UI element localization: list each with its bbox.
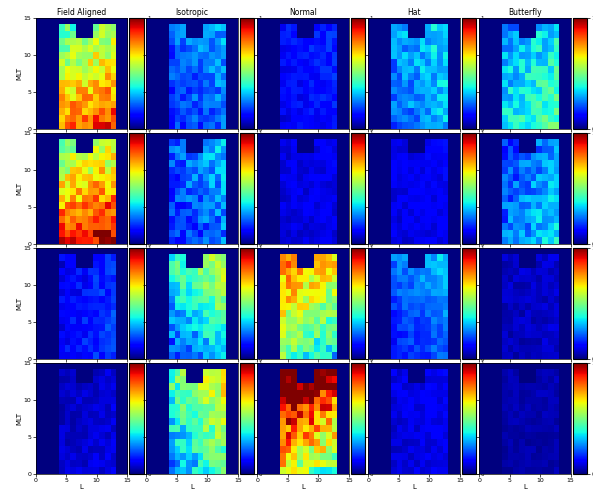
X-axis label: L: L xyxy=(523,484,527,490)
X-axis label: L: L xyxy=(79,484,83,490)
Title: Butterfly: Butterfly xyxy=(508,8,542,17)
X-axis label: L: L xyxy=(190,484,194,490)
Y-axis label: MLT: MLT xyxy=(16,181,23,195)
Title: Field Aligned: Field Aligned xyxy=(57,8,106,17)
X-axis label: L: L xyxy=(412,484,416,490)
Title: Normal: Normal xyxy=(289,8,317,17)
Y-axis label: MLT: MLT xyxy=(16,67,23,80)
Title: Isotropic: Isotropic xyxy=(176,8,209,17)
Y-axis label: MLT: MLT xyxy=(16,412,23,425)
Title: Hat: Hat xyxy=(407,8,421,17)
Y-axis label: MLT: MLT xyxy=(16,297,23,310)
X-axis label: L: L xyxy=(301,484,305,490)
